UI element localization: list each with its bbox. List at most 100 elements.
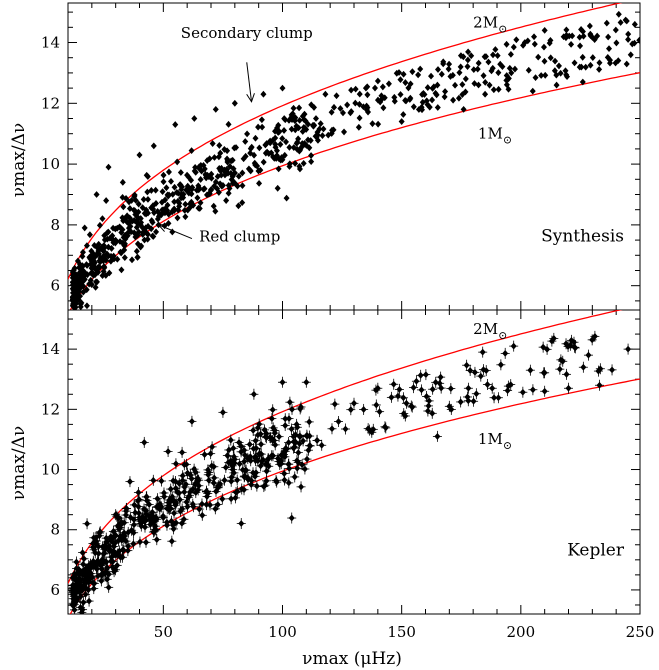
diamond-marker bbox=[104, 564, 111, 572]
diamond-marker bbox=[203, 487, 210, 495]
y-axis-label-top: νmax/Δν bbox=[9, 123, 29, 198]
data-point bbox=[364, 91, 371, 99]
diamond-marker bbox=[188, 198, 195, 206]
diamond-marker bbox=[144, 230, 151, 238]
diamond-marker bbox=[254, 162, 261, 170]
data-point bbox=[284, 413, 294, 425]
data-point bbox=[509, 340, 519, 352]
data-point bbox=[165, 168, 172, 176]
diamond-marker bbox=[131, 521, 138, 529]
diamond-marker bbox=[378, 92, 385, 100]
data-point bbox=[486, 81, 493, 89]
diamond-marker bbox=[479, 348, 486, 356]
data-point bbox=[589, 54, 596, 61]
data-point bbox=[148, 474, 158, 486]
data-point bbox=[400, 70, 407, 78]
data-point bbox=[121, 505, 131, 517]
diamond-marker bbox=[148, 187, 155, 194]
diamond-marker bbox=[101, 570, 108, 578]
diamond-marker bbox=[580, 32, 587, 40]
data-point bbox=[214, 185, 221, 193]
data-point bbox=[213, 499, 223, 511]
diamond-marker bbox=[88, 247, 95, 255]
diamond-marker bbox=[256, 179, 263, 187]
diamond-marker bbox=[398, 118, 405, 125]
data-point bbox=[195, 184, 202, 192]
diamond-marker bbox=[214, 185, 221, 193]
diamond-marker bbox=[351, 399, 357, 407]
data-point bbox=[427, 407, 437, 419]
diamond-marker bbox=[132, 509, 139, 516]
data-point bbox=[289, 116, 296, 123]
diamond-marker bbox=[198, 500, 205, 508]
data-point bbox=[333, 92, 340, 100]
diamond-marker bbox=[239, 182, 246, 190]
data-point bbox=[171, 207, 178, 214]
mass-label: 1M⊙ bbox=[478, 430, 512, 452]
data-point bbox=[562, 67, 569, 75]
diamond-marker bbox=[136, 496, 143, 503]
data-point bbox=[110, 252, 117, 260]
diamond-marker bbox=[259, 123, 266, 131]
data-point bbox=[596, 59, 603, 67]
diamond-marker bbox=[265, 150, 272, 158]
data-point bbox=[279, 84, 286, 92]
data-point bbox=[568, 40, 575, 48]
diamond-marker bbox=[320, 125, 327, 133]
data-point bbox=[258, 116, 265, 124]
diamond-marker bbox=[114, 561, 121, 569]
data-point bbox=[166, 515, 176, 527]
diamond-marker bbox=[297, 146, 304, 154]
data-point bbox=[129, 519, 139, 531]
diamond-marker bbox=[107, 557, 114, 565]
diamond-marker bbox=[374, 77, 381, 85]
diamond-marker bbox=[397, 76, 404, 83]
diamond-marker bbox=[136, 151, 143, 159]
y-tick-label: 14 bbox=[41, 34, 60, 52]
data-point bbox=[364, 83, 371, 91]
data-point bbox=[555, 62, 562, 70]
data-point bbox=[283, 194, 290, 202]
data-point bbox=[274, 184, 281, 192]
data-point bbox=[128, 228, 135, 236]
diamond-marker bbox=[294, 423, 301, 431]
data-point bbox=[636, 36, 640, 44]
data-point bbox=[378, 92, 385, 100]
data-point bbox=[155, 498, 165, 510]
diamond-marker bbox=[134, 240, 141, 248]
data-point bbox=[302, 117, 309, 125]
diamond-marker bbox=[400, 410, 407, 417]
diamond-marker bbox=[436, 379, 443, 387]
data-point bbox=[73, 296, 80, 304]
data-point bbox=[232, 474, 242, 486]
data-point bbox=[415, 71, 422, 79]
data-point bbox=[503, 385, 513, 397]
data-point bbox=[615, 10, 622, 18]
data-point bbox=[238, 464, 248, 476]
diamond-marker bbox=[290, 104, 297, 112]
data-point bbox=[100, 242, 107, 249]
data-point bbox=[217, 167, 224, 175]
diamond-marker bbox=[565, 384, 572, 392]
diamond-marker bbox=[92, 283, 99, 291]
diamond-marker bbox=[88, 269, 95, 277]
diamond-marker bbox=[589, 54, 596, 61]
data-point bbox=[188, 198, 195, 206]
diamond-marker bbox=[134, 231, 141, 239]
diamond-marker bbox=[87, 260, 94, 268]
data-point bbox=[148, 526, 158, 538]
diamond-marker bbox=[552, 57, 559, 65]
diamond-marker bbox=[269, 437, 276, 444]
data-point bbox=[197, 162, 204, 169]
data-point bbox=[112, 559, 122, 571]
data-point bbox=[381, 94, 388, 102]
data-point bbox=[393, 69, 400, 77]
data-point bbox=[101, 236, 108, 244]
data-point bbox=[424, 400, 434, 412]
data-point bbox=[442, 88, 449, 95]
diamond-marker bbox=[544, 345, 551, 353]
diamond-marker bbox=[525, 66, 532, 74]
data-point bbox=[363, 102, 370, 110]
data-point bbox=[379, 83, 386, 91]
diamond-marker bbox=[356, 90, 363, 98]
